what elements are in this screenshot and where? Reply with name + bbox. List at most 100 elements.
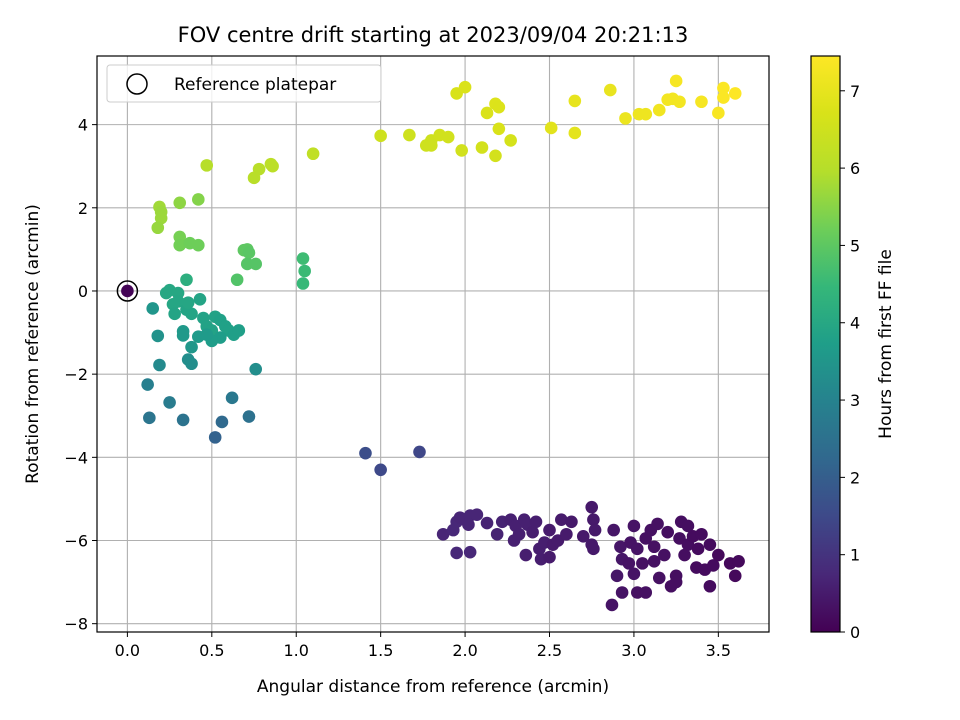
data-point (647, 540, 661, 554)
data-point (462, 518, 475, 532)
data-point (526, 525, 539, 539)
data-point (627, 567, 641, 581)
data-point (639, 107, 653, 121)
data-point (455, 144, 469, 157)
colorbar-tick-label: 2 (850, 468, 860, 487)
legend-marker-circle (126, 73, 148, 95)
data-point (480, 516, 494, 530)
data-point (463, 545, 477, 559)
data-point (475, 141, 489, 154)
data-point (717, 81, 730, 95)
reference-marker (116, 280, 139, 302)
data-point (669, 74, 683, 88)
x-tick-label: 1.0 (284, 641, 309, 660)
data-point (208, 431, 222, 444)
data-point (543, 523, 556, 537)
data-point (717, 91, 730, 104)
y-tick-label: 0 (78, 282, 88, 301)
y-tick-label: −6 (64, 532, 88, 551)
colorbar-tick-label: 3 (850, 391, 860, 410)
data-point (728, 87, 742, 100)
data-point (587, 513, 600, 527)
data-point (519, 548, 533, 562)
data-point (492, 100, 506, 114)
data-point (171, 295, 185, 308)
data-point (141, 378, 154, 391)
data-point (610, 569, 624, 583)
colorbar-tick-label: 5 (850, 236, 860, 255)
data-point (425, 139, 438, 152)
data-point (180, 273, 193, 287)
data-point (703, 579, 717, 593)
data-point (607, 523, 620, 537)
data-point (681, 519, 695, 533)
data-point (555, 513, 568, 527)
data-point (728, 569, 742, 583)
x-axis-title: Angular distance from reference (arcmin) (257, 677, 609, 697)
data-point (242, 246, 256, 260)
data-point (192, 330, 205, 344)
data-point (441, 130, 455, 144)
y-axis-title: Rotation from reference (arcmin) (23, 204, 43, 484)
data-point (652, 103, 666, 117)
data-point (504, 134, 517, 147)
data-point (661, 525, 674, 539)
data-point (296, 277, 310, 290)
data-point (615, 586, 629, 599)
y-tick-label: 2 (78, 199, 88, 218)
data-point (658, 548, 671, 562)
data-point (703, 538, 717, 551)
data-point (153, 358, 166, 372)
y-tick-label: 4 (78, 116, 88, 135)
data-point (458, 80, 472, 94)
data-point (691, 542, 705, 556)
colorbar-title: Hours from first FF file (876, 249, 896, 439)
data-point (436, 527, 450, 541)
data-point (544, 121, 558, 135)
data-point (242, 410, 256, 423)
data-point (230, 273, 244, 287)
data-point (565, 515, 578, 529)
colorbar: 0 1 2 3 4 5 6 7 Hours from first FF file (810, 55, 896, 642)
data-point (232, 324, 246, 337)
data-point (374, 463, 387, 477)
data-point (168, 307, 181, 321)
data-point (639, 586, 653, 599)
data-point (732, 554, 745, 568)
data-point (712, 106, 725, 120)
data-point (151, 329, 165, 343)
data-point (413, 445, 426, 459)
data-point (529, 515, 543, 529)
colorbar-tick-label: 4 (850, 314, 860, 333)
y-axis-ticks: −8 −6 −4 −2 0 2 4 (64, 116, 97, 634)
data-point (631, 542, 644, 556)
data-point (568, 126, 582, 140)
data-point (192, 193, 205, 206)
data-point (247, 171, 261, 185)
plot-frame (96, 55, 770, 633)
y-tick-label: −2 (64, 365, 88, 384)
data-point (185, 307, 198, 321)
data-point (185, 357, 198, 371)
data-point (490, 527, 504, 541)
data-point (619, 112, 632, 125)
data-point (585, 500, 599, 514)
data-point (512, 527, 526, 541)
data-point (359, 446, 372, 460)
legend: Reference platepar (106, 64, 382, 103)
data-point (489, 149, 502, 163)
data-point (176, 329, 190, 342)
x-tick-label: 3.0 (621, 641, 646, 660)
data-points (141, 74, 745, 612)
data-point (673, 95, 686, 109)
x-tick-label: 1.5 (368, 641, 393, 660)
data-point (185, 340, 198, 354)
data-point (146, 302, 160, 315)
data-point (143, 411, 156, 425)
data-point (651, 517, 664, 531)
data-point (200, 159, 214, 172)
data-point (249, 362, 263, 376)
grid (97, 56, 769, 632)
data-point (636, 557, 649, 570)
data-point (568, 94, 582, 108)
